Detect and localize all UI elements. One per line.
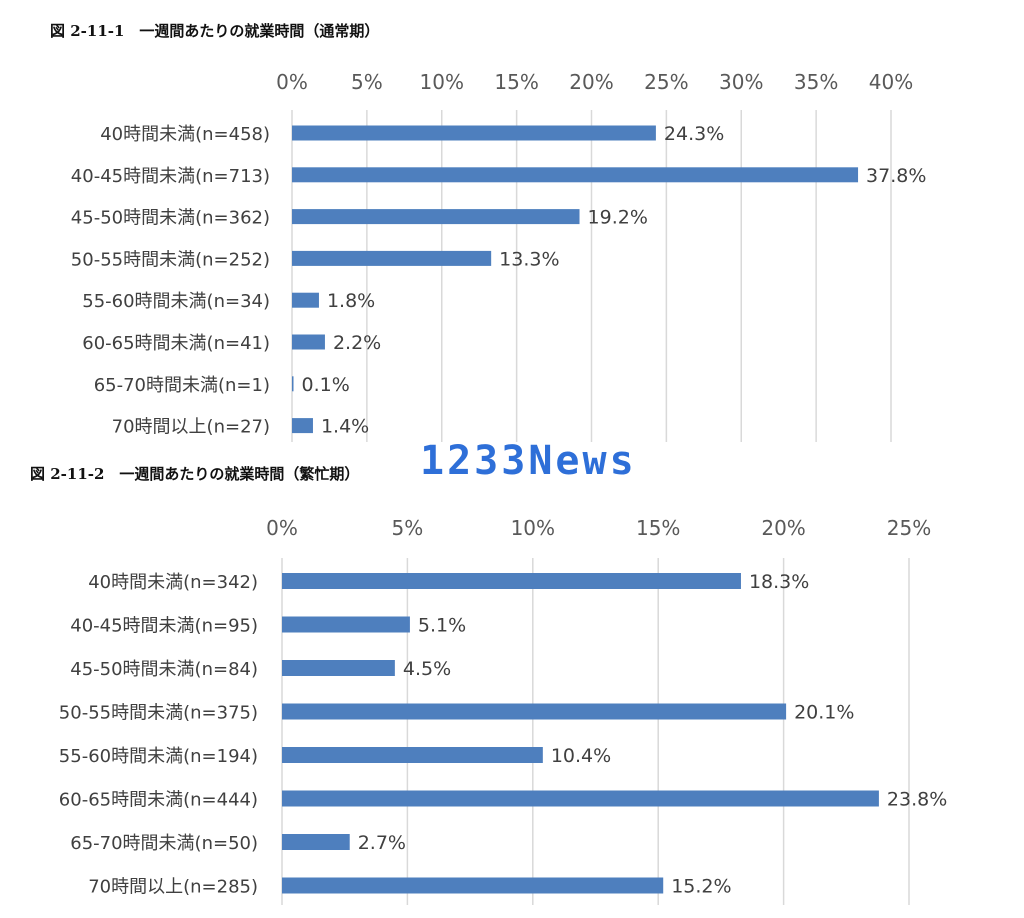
- chart2-bar: [282, 790, 879, 807]
- chart1-tick-label: 10%: [420, 70, 464, 94]
- chart2-data-label: 5.1%: [418, 615, 466, 637]
- chart2-data-label: 10.4%: [551, 745, 611, 767]
- chart2-bar: [282, 747, 543, 763]
- chart2-category-label: 40-45時間未満(n=95): [70, 616, 258, 637]
- chart1-tick-label: 40%: [869, 70, 913, 94]
- chart2-data-label: 20.1%: [794, 702, 854, 724]
- chart1-data-label: 37.8%: [866, 165, 926, 187]
- chart2-data-label: 23.8%: [887, 789, 947, 811]
- watermark-text: 1233News: [420, 438, 637, 484]
- chart1-data-label: 2.2%: [333, 332, 381, 354]
- chart2-category-label: 40時間未満(n=342): [88, 572, 258, 593]
- chart1-data-label: 1.4%: [321, 416, 369, 438]
- chart2-category-label: 60-65時間未満(n=444): [59, 790, 258, 811]
- chart2-bar: [282, 616, 410, 633]
- chart1-bar: [292, 125, 656, 141]
- chart1-data-label: 19.2%: [588, 207, 648, 229]
- chart1-bar: [292, 418, 313, 434]
- chart1-data-label: 1.8%: [327, 290, 375, 312]
- chart1-data-label: 24.3%: [664, 123, 724, 145]
- chart1-tick-label: 5%: [351, 70, 383, 94]
- chart2-category-label: 65-70時間未満(n=50): [70, 833, 258, 854]
- chart1-bar: [292, 292, 319, 308]
- chart1-tick-label: 35%: [794, 70, 838, 94]
- chart2-data-label: 2.7%: [358, 832, 406, 854]
- chart2-bar: [282, 877, 664, 894]
- chart2-bar: [282, 703, 787, 720]
- chart1-bar: [292, 167, 859, 183]
- chart2-category-label: 70時間以上(n=285): [88, 877, 258, 898]
- chart1-data-label: 0.1%: [302, 374, 350, 396]
- chart1-category-label: 60-65時間未満(n=41): [82, 333, 270, 354]
- chart1-category-label: 45-50時間未満(n=362): [71, 208, 270, 229]
- chart1-bar: [292, 250, 492, 266]
- chart2-tick-label: 10%: [511, 516, 555, 540]
- chart1-tick-label: 25%: [644, 70, 688, 94]
- chart2-data-label: 18.3%: [749, 571, 809, 593]
- chart2-tick-label: 15%: [636, 516, 680, 540]
- chart1-data-label: 13.3%: [499, 248, 559, 270]
- chart2-bar: [282, 834, 350, 850]
- chart2-tick-label: 0%: [266, 516, 298, 540]
- chart1-category-label: 50-55時間未満(n=252): [71, 249, 270, 270]
- chart1-category-label: 65-70時間未満(n=1): [94, 375, 270, 396]
- chart1-tick-label: 30%: [719, 70, 763, 94]
- chart2-bar: [282, 573, 741, 589]
- chart2-data-label: 15.2%: [671, 876, 731, 898]
- chart1-tick-label: 15%: [494, 70, 538, 94]
- chart2-tick-label: 20%: [761, 516, 805, 540]
- chart1-category-label: 40-45時間未満(n=713): [71, 166, 270, 187]
- chart1-tick-label: 0%: [276, 70, 308, 94]
- chart1-bar: [292, 376, 294, 392]
- chart-busy-period: 図 2-11-2 一週間あたりの就業時間（繁忙期） 0% 5% 10% 15% 20% 2…: [30, 465, 947, 905]
- chart2-category-label: 50-55時間未満(n=375): [59, 703, 258, 724]
- chart1-title: 図 2-11-1 一週間あたりの就業時間（通常期）: [50, 22, 379, 40]
- chart1-category-label: 55-60時間未満(n=34): [82, 291, 270, 312]
- chart1-bar: [292, 334, 325, 350]
- chart1-bar: [292, 209, 580, 225]
- chart1-tick-label: 20%: [569, 70, 613, 94]
- chart2-category-label: 55-60時間未満(n=194): [59, 746, 258, 767]
- chart2-category-label: 45-50時間未満(n=84): [70, 659, 258, 680]
- chart2-data-label: 4.5%: [403, 658, 451, 680]
- chart1-category-label: 70時間以上(n=27): [112, 417, 270, 438]
- chart2-bar: [282, 660, 395, 676]
- chart1-category-label: 40時間未満(n=458): [100, 124, 270, 145]
- chart2-title: 図 2-11-2 一週間あたりの就業時間（繁忙期）: [30, 465, 359, 483]
- chart-normal-period: 図 2-11-1 一週間あたりの就業時間（通常期） 0% 5% 10% 15% 20% 2…: [50, 22, 926, 442]
- chart2-tick-label: 25%: [887, 516, 931, 540]
- chart2-tick-label: 5%: [392, 516, 424, 540]
